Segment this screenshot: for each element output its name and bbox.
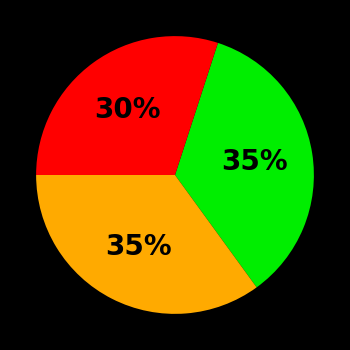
Text: 35%: 35%	[221, 148, 288, 176]
Text: 30%: 30%	[94, 96, 161, 124]
Wedge shape	[36, 36, 218, 175]
Text: 35%: 35%	[105, 233, 172, 261]
Wedge shape	[36, 175, 257, 314]
Wedge shape	[175, 43, 314, 287]
